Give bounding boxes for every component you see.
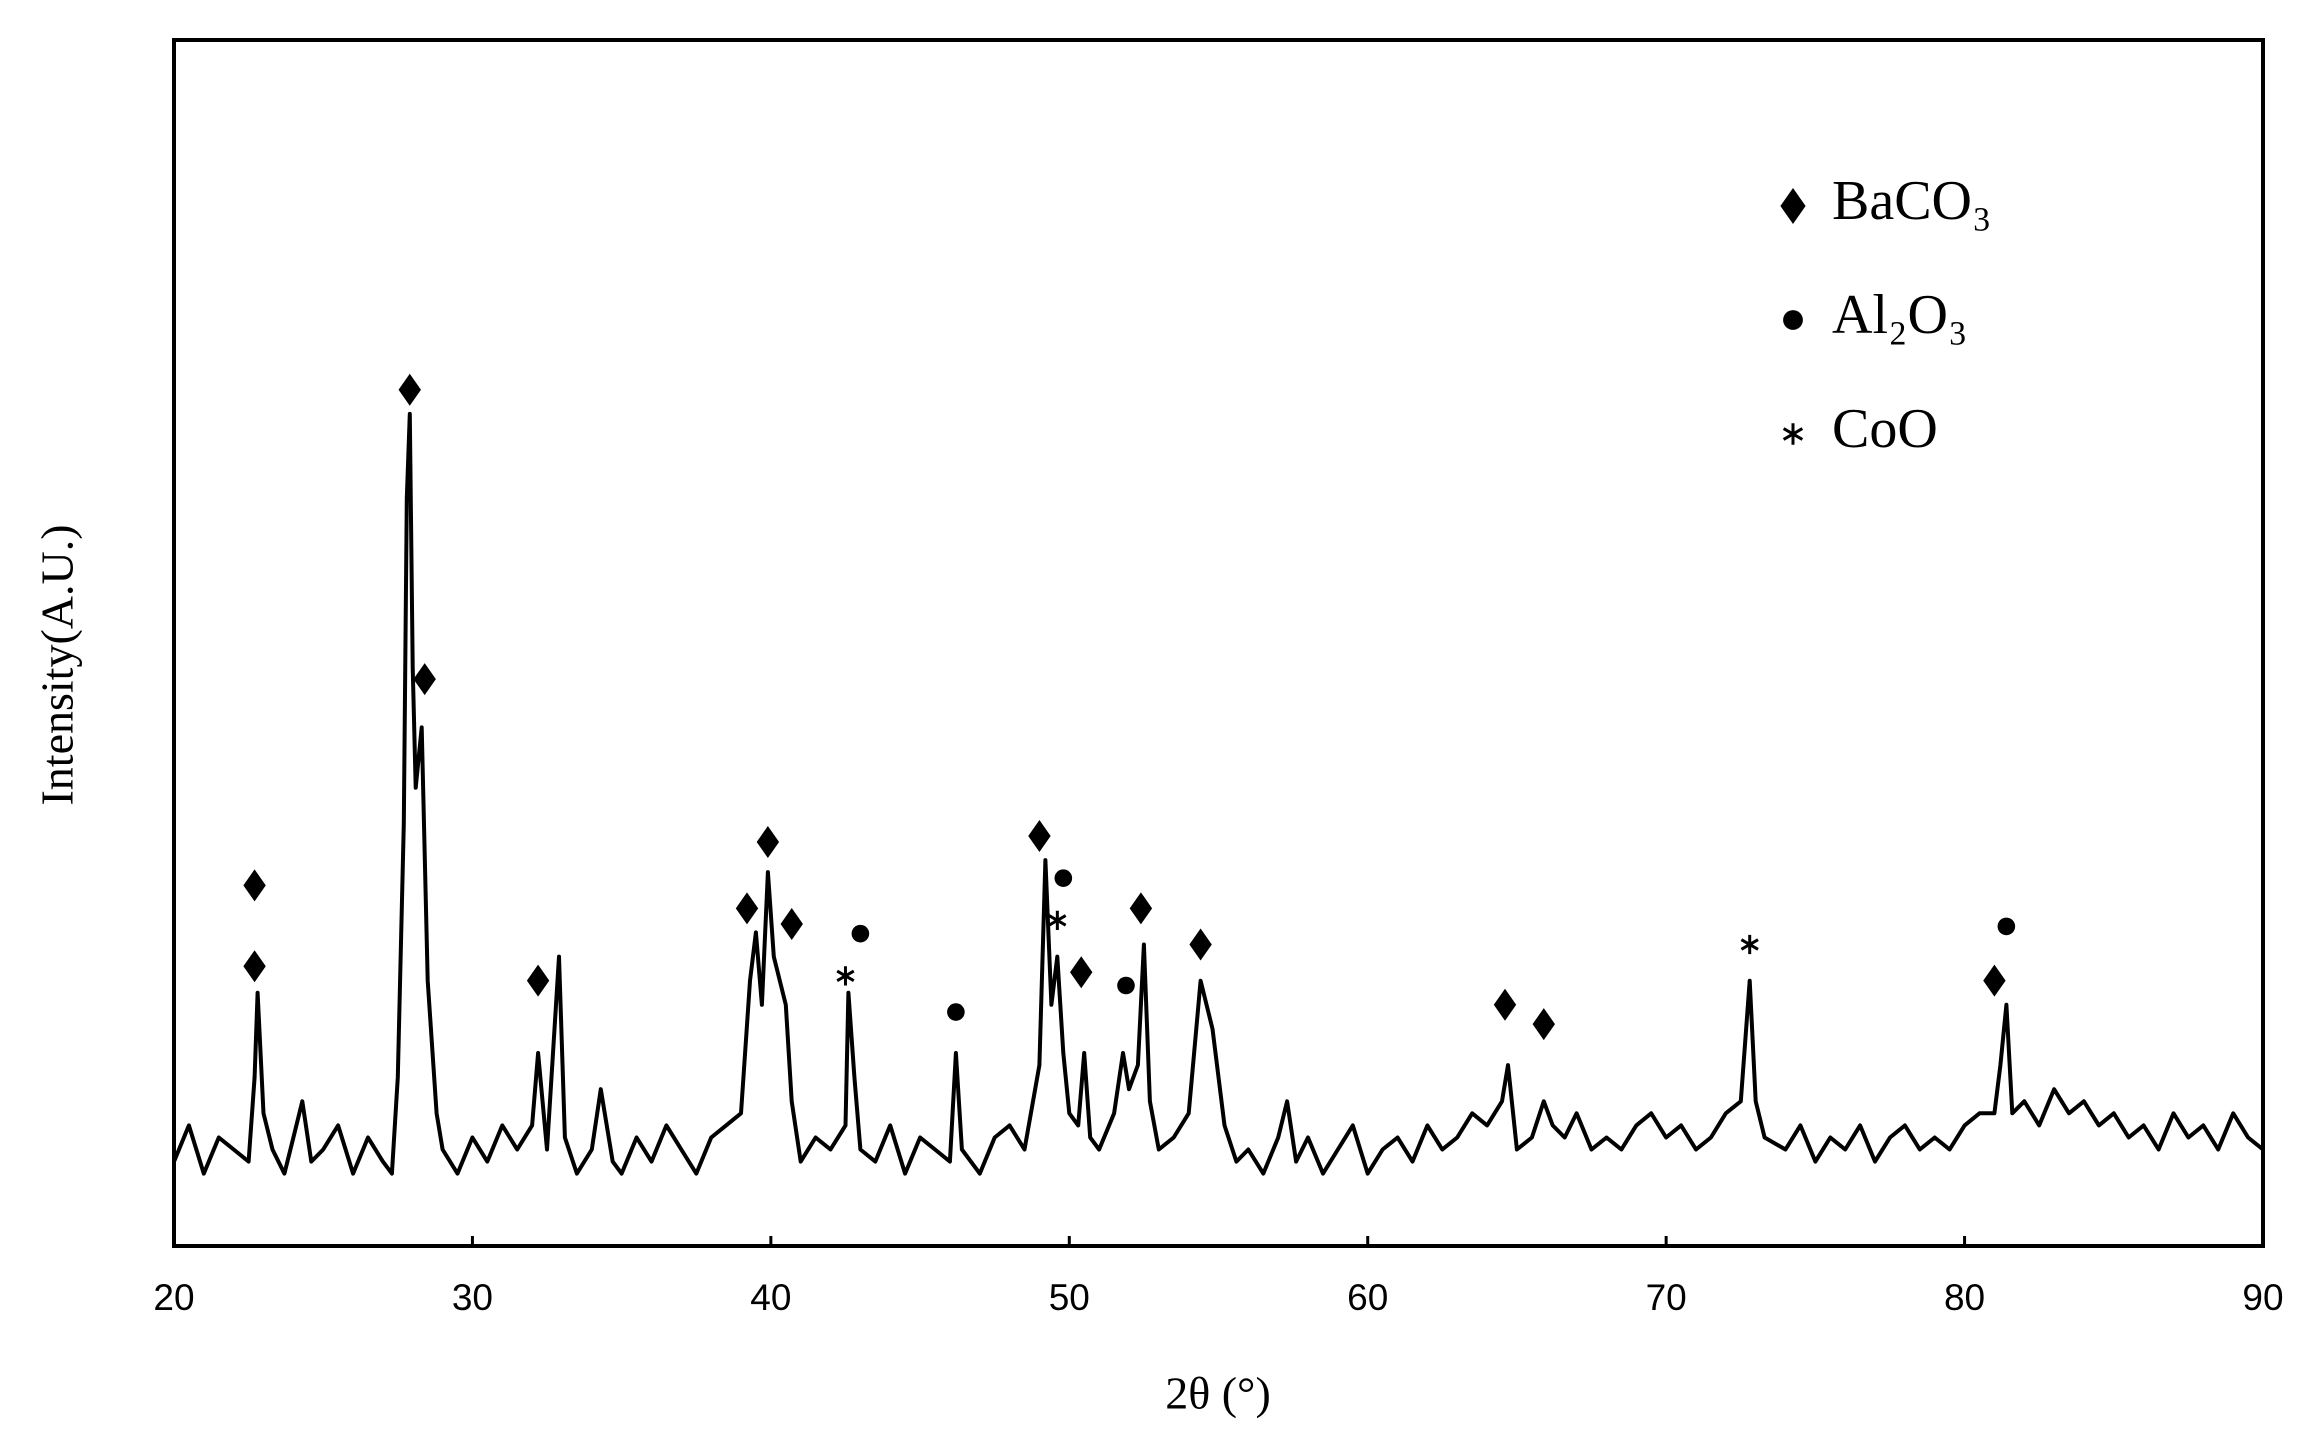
diamond-marker — [1983, 964, 2006, 997]
circle-marker — [1997, 917, 2016, 936]
diamond-marker — [243, 869, 266, 902]
circle-marker — [1054, 869, 1073, 887]
xrd-pattern — [172, 411, 2265, 1176]
diamond-marker — [780, 907, 803, 940]
y-axis-label: Intensity(A.U.) — [32, 524, 83, 805]
asterisk-marker — [1740, 934, 1759, 955]
plot-frame — [172, 38, 2265, 1248]
x-tick-label: 80 — [1944, 1277, 1985, 1318]
x-tick-label: 50 — [1049, 1277, 1090, 1318]
circle-marker — [851, 924, 870, 943]
diamond-marker — [735, 892, 759, 925]
asterisk-marker — [1048, 910, 1067, 930]
diamond-marker — [1028, 819, 1051, 852]
diamond-marker — [756, 825, 780, 858]
diamond-marker — [1532, 1008, 1555, 1041]
diamond-marker — [413, 663, 436, 696]
x-tick-label: 20 — [153, 1277, 194, 1318]
legend-label: Al₂O₃ — [1832, 284, 1968, 346]
diamond-marker — [1189, 928, 1212, 961]
x-tick-label: 90 — [2242, 1277, 2283, 1318]
legend-label: BaCO₃ — [1832, 170, 1992, 232]
asterisk-marker — [836, 966, 855, 986]
x-tick-label: 40 — [750, 1277, 791, 1318]
diamond-marker — [1070, 956, 1093, 989]
x-tick-label: 70 — [1646, 1277, 1687, 1318]
x-axis-label: 2θ (°) — [1165, 1368, 1271, 1419]
circle-marker — [1117, 976, 1135, 995]
legend-symbol — [1780, 188, 1806, 224]
diamond-marker — [1493, 988, 1517, 1021]
x-tick-label: 60 — [1347, 1277, 1388, 1318]
legend-symbol — [1783, 310, 1803, 330]
diamond-marker — [1129, 892, 1153, 925]
legend-label: CoO — [1832, 398, 1938, 460]
diamond-marker — [526, 964, 550, 997]
diamond-marker — [243, 950, 266, 983]
diamond-marker — [398, 373, 421, 406]
circle-marker — [947, 1003, 965, 1021]
legend-symbol — [1782, 423, 1804, 445]
x-tick-label: 30 — [452, 1277, 493, 1318]
